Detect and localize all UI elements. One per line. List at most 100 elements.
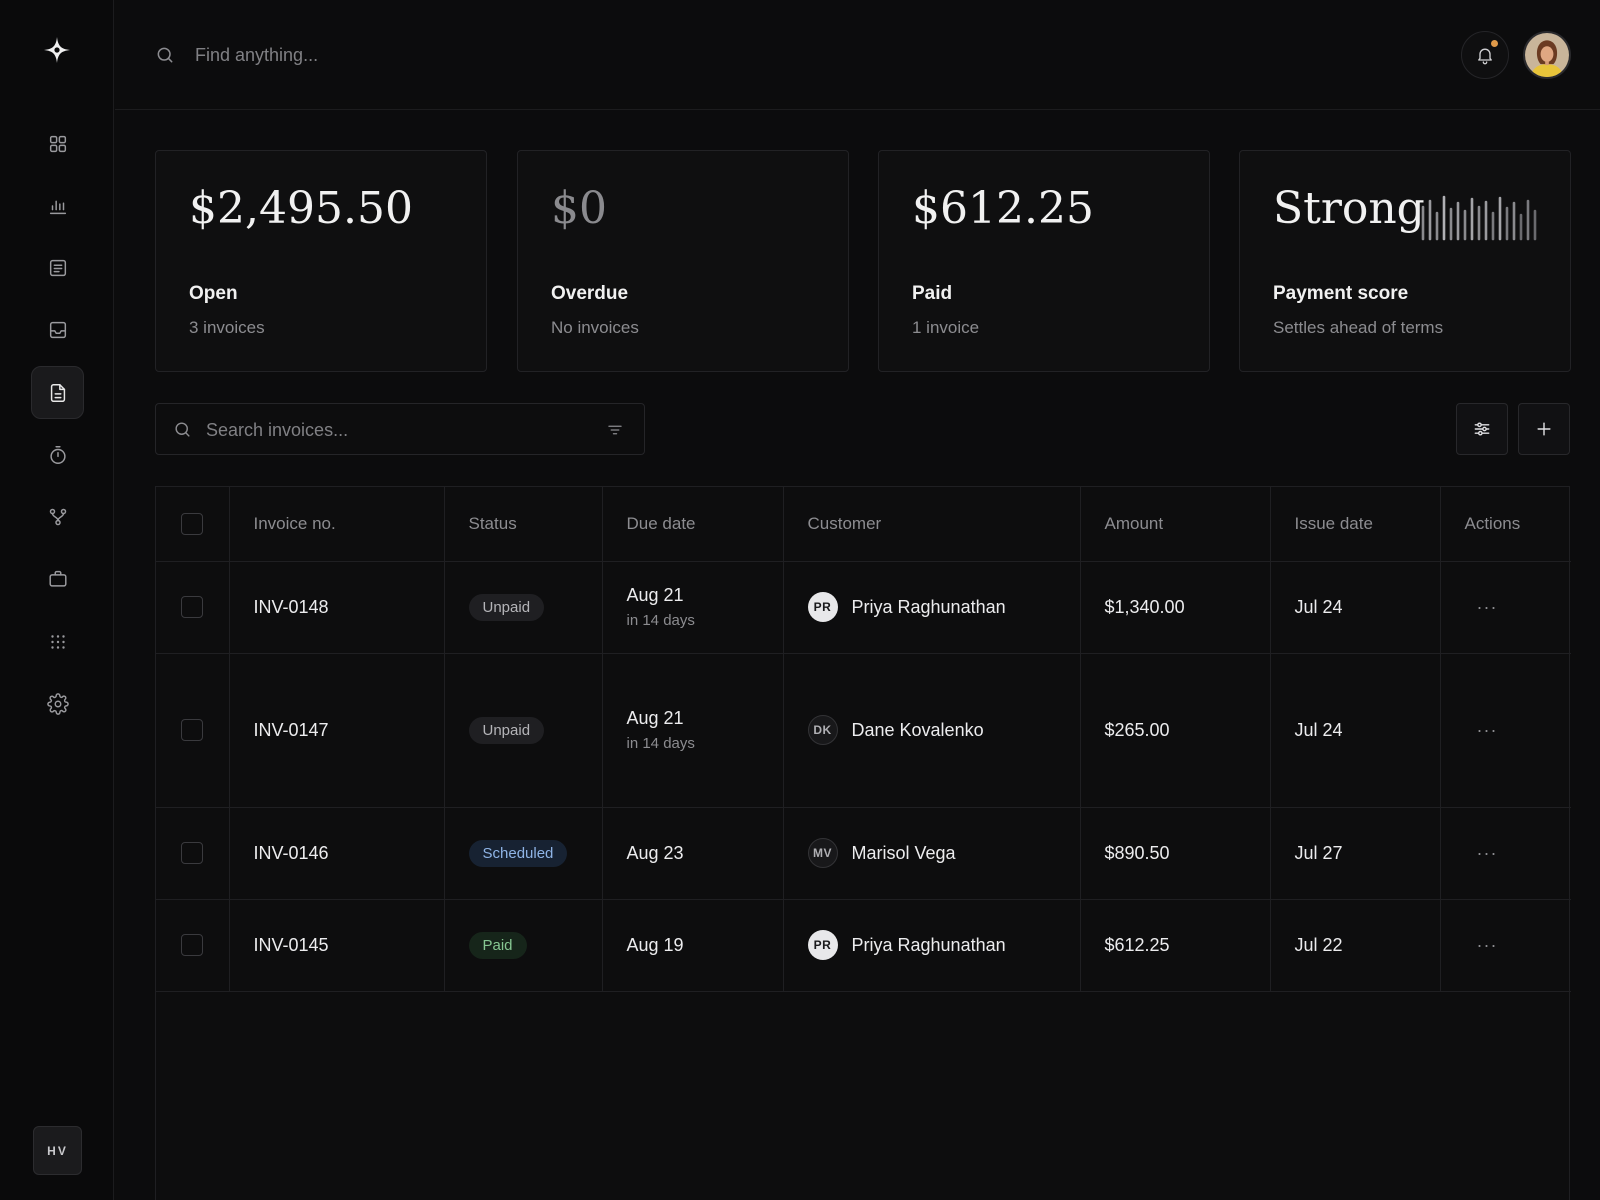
row-checkbox[interactable] [181, 934, 204, 957]
issue-date: Jul 24 [1270, 561, 1441, 654]
status-badge: Unpaid [468, 716, 545, 744]
column-header-invoice[interactable]: Invoice no. [229, 487, 445, 562]
stat-sub: 1 invoice [912, 318, 980, 337]
stat-sub: Settles ahead of terms [1273, 318, 1444, 337]
row-actions-button[interactable]: ··· [1440, 899, 1571, 992]
invoice-number[interactable]: INV-0145 [229, 899, 445, 992]
status-badge: Paid [468, 931, 527, 959]
customer-avatar: MV [807, 838, 838, 868]
sidebar-item-analytics[interactable] [31, 179, 84, 232]
stat-card-open[interactable]: $2,495.50 Open 3 invoices [155, 150, 487, 372]
select-all-checkbox[interactable] [181, 512, 204, 535]
bell-icon [1478, 48, 1492, 65]
stat-card-paid[interactable]: $612.25 Paid 1 invoice [878, 150, 1210, 372]
stat-sub: No invoices [551, 318, 639, 337]
sidebar-item-workflows[interactable] [31, 490, 84, 543]
stat-label: Payment score [1273, 283, 1409, 304]
search-icon [155, 45, 175, 65]
due-date: Aug 21 [626, 708, 684, 728]
file-icon [50, 383, 65, 402]
row-checkbox[interactable] [181, 842, 204, 865]
timer-icon [49, 445, 66, 464]
column-header-issue-date[interactable]: Issue date [1270, 487, 1441, 562]
notifications-button[interactable] [1461, 31, 1509, 79]
table-header-row: Invoice no. Status Due date Customer Amo… [156, 487, 1571, 562]
column-header-status[interactable]: Status [444, 487, 603, 562]
amount: $1,340.00 [1080, 561, 1271, 654]
customer-name[interactable]: Priya Raghunathan [851, 596, 1006, 617]
row-checkbox[interactable] [181, 596, 204, 619]
due-relative: in 14 days [626, 735, 695, 752]
column-header-amount[interactable]: Amount [1080, 487, 1271, 562]
row-actions-button[interactable]: ··· [1440, 807, 1571, 900]
status-badge: Unpaid [468, 593, 545, 621]
due-date: Aug 19 [626, 934, 684, 955]
invoice-number[interactable]: INV-0148 [229, 561, 445, 654]
sidebar-item-apps[interactable] [31, 615, 84, 668]
invoice-number[interactable]: INV-0147 [229, 653, 445, 808]
view-settings-button[interactable] [1456, 403, 1508, 455]
sidebar-item-inbox[interactable] [31, 303, 84, 356]
global-search-input[interactable] [195, 38, 595, 72]
table-row[interactable]: INV-0147 Unpaid Aug 21 in 14 days DK Dane … [156, 653, 1571, 808]
sliders-icon [1474, 422, 1490, 436]
search-icon [173, 420, 192, 439]
sidebar-item-documents[interactable] [31, 241, 84, 294]
due-relative: in 14 days [626, 612, 695, 629]
stat-value: $2,495.50 [189, 183, 413, 234]
sidebar-item-time-tracking[interactable] [31, 428, 84, 481]
customer-avatar: PR [807, 930, 838, 960]
filter-icon[interactable] [606, 421, 624, 439]
customer-name[interactable]: Priya Raghunathan [851, 934, 1006, 955]
add-invoice-button[interactable] [1518, 403, 1570, 455]
invoice-search-input[interactable] [206, 414, 586, 446]
row-actions-button[interactable]: ··· [1440, 653, 1571, 808]
row-checkbox[interactable] [181, 719, 204, 742]
sidebar-item-invoices[interactable] [31, 366, 84, 419]
stat-value: Strong [1273, 183, 1425, 234]
column-header-customer[interactable]: Customer [783, 487, 1081, 562]
user-workspace-badge[interactable]: HV [33, 1126, 82, 1175]
customer-name[interactable]: Dane Kovalenko [851, 719, 984, 740]
stat-label: Open [189, 283, 238, 304]
customer-avatar: DK [807, 715, 838, 745]
grid-icon [49, 135, 66, 152]
due-date: Aug 21 [626, 585, 684, 605]
stat-value: $612.25 [912, 183, 1094, 234]
sidebar-item-dashboard[interactable] [31, 117, 84, 170]
bar-chart-icon [49, 200, 66, 214]
branch-icon [49, 508, 66, 525]
issue-date: Jul 22 [1270, 899, 1441, 992]
issue-date: Jul 27 [1270, 807, 1441, 900]
invoice-number[interactable]: INV-0146 [229, 807, 445, 900]
invoices-table: Invoice no. Status Due date Customer Amo… [155, 486, 1571, 1200]
column-header-actions: Actions [1440, 487, 1571, 562]
amount: $612.25 [1080, 899, 1271, 992]
customer-name[interactable]: Marisol Vega [851, 842, 956, 863]
table-row[interactable]: INV-0145 Paid Aug 19 PR Priya Raghunathan… [156, 899, 1571, 992]
stat-card-overdue[interactable]: $0 Overdue No invoices [517, 150, 849, 372]
plus-icon [1537, 422, 1551, 436]
user-avatar[interactable] [1523, 31, 1571, 79]
stat-label: Paid [912, 283, 953, 304]
customer-avatar: PR [807, 592, 838, 622]
sidebar-item-settings[interactable] [31, 677, 84, 730]
amount: $265.00 [1080, 653, 1271, 808]
sparkle-logo-icon[interactable] [43, 36, 71, 64]
sidebar-item-projects[interactable] [31, 552, 84, 605]
invoice-search-box [155, 403, 645, 455]
briefcase-icon [48, 570, 67, 587]
table-row[interactable]: INV-0148 Unpaid Aug 21 in 14 days PR Priya… [156, 561, 1571, 654]
sidebar: HV [0, 0, 114, 1200]
list-doc-icon [49, 259, 66, 276]
status-badge: Scheduled [468, 839, 568, 867]
issue-date: Jul 24 [1270, 653, 1441, 808]
stat-sub: 3 invoices [189, 318, 265, 337]
stat-card-payment-score[interactable]: Strong Payment score Settles ahead of te… [1239, 150, 1571, 372]
column-header-due-date[interactable]: Due date [602, 487, 784, 562]
row-actions-button[interactable]: ··· [1440, 561, 1571, 654]
table-row[interactable]: INV-0146 Scheduled Aug 23 MV Marisol Vega… [156, 807, 1571, 900]
topbar [115, 0, 1600, 110]
amount: $890.50 [1080, 807, 1271, 900]
notification-dot [1491, 40, 1498, 47]
